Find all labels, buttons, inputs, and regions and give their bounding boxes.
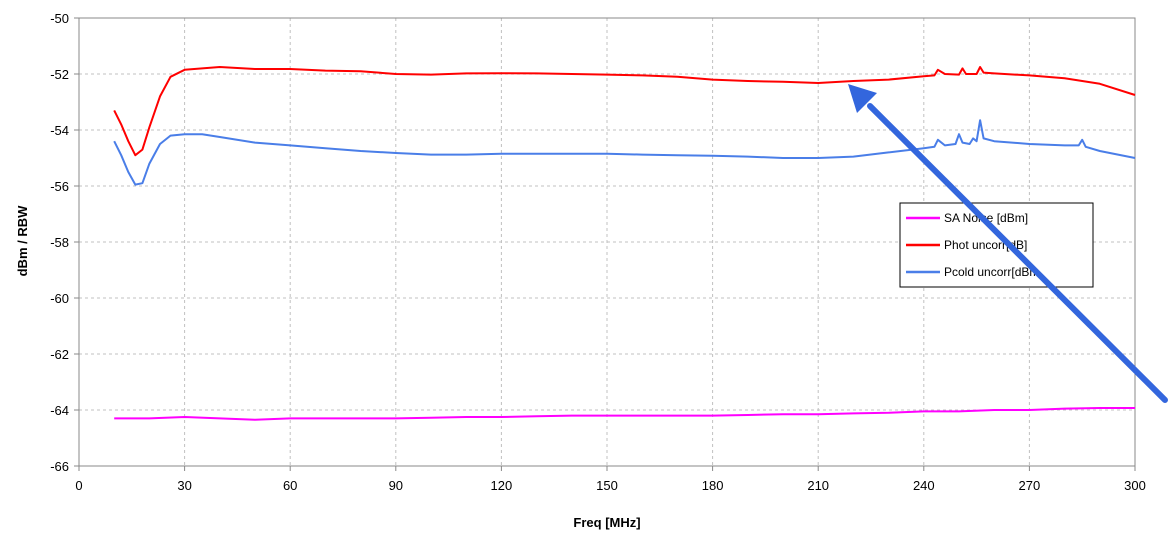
x-tick-label: 60 [283,478,297,493]
arrow-head [848,84,877,113]
legend-label: Pcold uncorr[dBm [944,265,1039,279]
x-tick-label: 30 [177,478,191,493]
x-tick-label: 0 [75,478,82,493]
chart-series [113,66,1136,421]
x-axis-ticks: 0 30 60 90 120 150 180 210 240 270 300 [75,466,1146,493]
y-tick-label: -66 [50,459,69,474]
y-tick-label: -64 [50,403,69,418]
y-tick-label: -60 [50,291,69,306]
y-tick-label: -62 [50,347,69,362]
series-line-2 [113,66,1136,157]
x-tick-label: 180 [702,478,724,493]
y-tick-label: -50 [50,11,69,26]
chart-legend: SA Noise [dBm]Phot uncorr[dB]Pcold uncor… [899,202,1094,288]
x-axis-title: Freq [MHz] [573,515,640,530]
x-tick-label: 90 [389,478,403,493]
x-tick-label: 120 [491,478,513,493]
y-tick-label: -54 [50,123,69,138]
x-tick-label: 240 [913,478,935,493]
y-tick-label: -52 [50,67,69,82]
x-tick-label: 150 [596,478,618,493]
arrow-shaft [867,103,1168,403]
y-axis-title: dBm / RBW [15,205,30,277]
series-line-3 [113,119,1136,186]
y-tick-label: -56 [50,179,69,194]
y-axis-ticks: -50 -52 -54 -56 -58 -60 -62 -64 -66 [50,11,79,474]
y-tick-label: -58 [50,235,69,250]
x-tick-label: 270 [1019,478,1041,493]
x-tick-label: 300 [1124,478,1146,493]
series-line-1 [114,407,1135,421]
x-tick-label: 210 [807,478,829,493]
annotation-arrow [848,84,1168,403]
chart-grid [79,18,1135,466]
